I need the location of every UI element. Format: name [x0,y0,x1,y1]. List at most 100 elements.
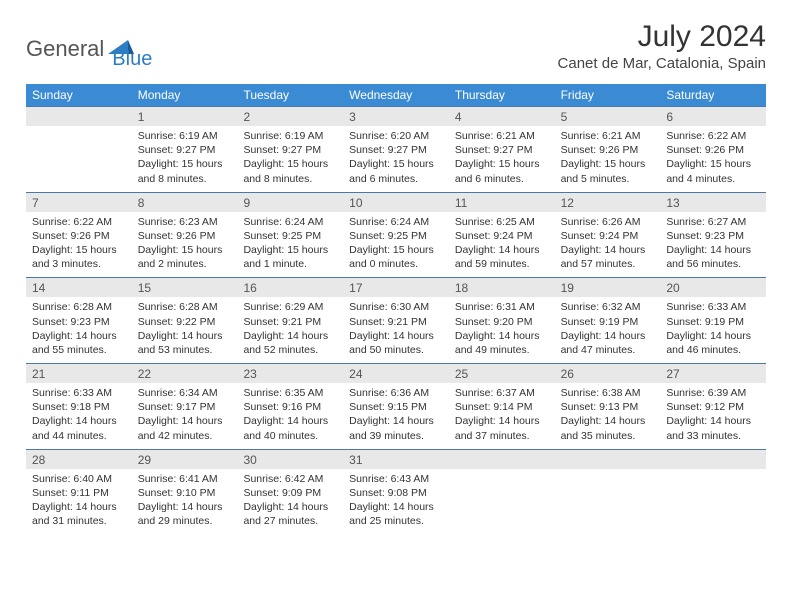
day-detail-line: Sunrise: 6:31 AM [455,300,549,314]
day-number: 10 [343,193,449,212]
day-detail-line: and 59 minutes. [455,257,549,271]
header: General Blue July 2024 Canet de Mar, Cat… [26,20,766,72]
day-detail-line: Daylight: 15 hours [138,157,232,171]
day-detail-line: Daylight: 14 hours [455,414,549,428]
day-detail-line: and 46 minutes. [666,343,760,357]
day-details [449,469,555,535]
weekday-header: Sunday [26,84,132,106]
day-detail-line: and 40 minutes. [243,429,337,443]
day-details [660,469,766,535]
day-detail-line: Daylight: 14 hours [666,329,760,343]
day-detail-line: Sunset: 9:26 PM [666,143,760,157]
day-detail-line: Sunset: 9:27 PM [243,143,337,157]
day-detail-line: Sunset: 9:27 PM [349,143,443,157]
day-number: 23 [237,364,343,383]
day-details: Sunrise: 6:22 AMSunset: 9:26 PMDaylight:… [660,126,766,192]
day-detail-line: and 8 minutes. [138,172,232,186]
day-detail-line: and 29 minutes. [138,514,232,528]
day-detail-line: Daylight: 14 hours [138,414,232,428]
day-number: 7 [26,193,132,212]
day-detail-line: Sunrise: 6:19 AM [243,129,337,143]
day-detail-line: Daylight: 15 hours [138,243,232,257]
day-detail-line: Daylight: 15 hours [349,243,443,257]
day-detail-line: Sunset: 9:08 PM [349,486,443,500]
day-detail-line: Daylight: 14 hours [455,329,549,343]
day-detail-line: and 1 minute. [243,257,337,271]
day-detail-line: Sunrise: 6:41 AM [138,472,232,486]
day-detail-line: Sunset: 9:22 PM [138,315,232,329]
day-detail-line: Sunset: 9:19 PM [561,315,655,329]
day-detail-line: Sunset: 9:18 PM [32,400,126,414]
day-detail-line: Sunset: 9:17 PM [138,400,232,414]
day-detail-line: Sunrise: 6:29 AM [243,300,337,314]
day-detail-line: Sunset: 9:19 PM [666,315,760,329]
day-detail-line: Daylight: 14 hours [349,500,443,514]
day-detail-line: Daylight: 14 hours [243,500,337,514]
day-number: 30 [237,450,343,469]
day-detail-line: and 25 minutes. [349,514,443,528]
day-number-row: 21222324252627 [26,363,766,383]
day-detail-line: Sunrise: 6:28 AM [32,300,126,314]
day-number: 15 [132,278,238,297]
day-number: 28 [26,450,132,469]
day-details: Sunrise: 6:34 AMSunset: 9:17 PMDaylight:… [132,383,238,449]
day-detail-line: Daylight: 14 hours [243,329,337,343]
day-number [660,450,766,469]
day-detail-line: Sunset: 9:24 PM [455,229,549,243]
day-detail-line: and 44 minutes. [32,429,126,443]
day-detail-line: Sunset: 9:14 PM [455,400,549,414]
day-detail-line: Sunset: 9:11 PM [32,486,126,500]
day-details-row: Sunrise: 6:22 AMSunset: 9:26 PMDaylight:… [26,212,766,278]
day-details: Sunrise: 6:42 AMSunset: 9:09 PMDaylight:… [237,469,343,535]
day-detail-line: Sunrise: 6:19 AM [138,129,232,143]
day-details: Sunrise: 6:31 AMSunset: 9:20 PMDaylight:… [449,297,555,363]
day-detail-line: and 31 minutes. [32,514,126,528]
day-detail-line: Sunrise: 6:35 AM [243,386,337,400]
day-number: 3 [343,107,449,126]
weekday-header: Wednesday [343,84,449,106]
day-detail-line: Sunrise: 6:39 AM [666,386,760,400]
day-number [555,450,661,469]
day-detail-line: Daylight: 14 hours [666,414,760,428]
day-detail-line: and 47 minutes. [561,343,655,357]
day-detail-line: and 57 minutes. [561,257,655,271]
day-detail-line: and 8 minutes. [243,172,337,186]
day-details: Sunrise: 6:21 AMSunset: 9:26 PMDaylight:… [555,126,661,192]
day-detail-line: and 6 minutes. [349,172,443,186]
day-details [26,126,132,192]
day-number-row: 14151617181920 [26,277,766,297]
day-detail-line: Sunset: 9:16 PM [243,400,337,414]
day-detail-line: Sunset: 9:26 PM [561,143,655,157]
day-detail-line: Daylight: 14 hours [561,414,655,428]
day-detail-line: and 33 minutes. [666,429,760,443]
day-details: Sunrise: 6:40 AMSunset: 9:11 PMDaylight:… [26,469,132,535]
day-detail-line: Sunrise: 6:32 AM [561,300,655,314]
day-detail-line: Sunrise: 6:27 AM [666,215,760,229]
day-number-row: 123456 [26,106,766,126]
day-detail-line: Daylight: 14 hours [561,243,655,257]
day-detail-line: Daylight: 15 hours [349,157,443,171]
day-detail-line: Sunset: 9:24 PM [561,229,655,243]
day-number: 17 [343,278,449,297]
day-number: 20 [660,278,766,297]
logo-text-blue: Blue [112,48,152,71]
day-detail-line: and 56 minutes. [666,257,760,271]
day-detail-line: Daylight: 15 hours [32,243,126,257]
day-details: Sunrise: 6:43 AMSunset: 9:08 PMDaylight:… [343,469,449,535]
weeks-container: 123456Sunrise: 6:19 AMSunset: 9:27 PMDay… [26,106,766,534]
day-detail-line: Sunset: 9:25 PM [243,229,337,243]
day-number: 12 [555,193,661,212]
day-detail-line: Daylight: 14 hours [32,329,126,343]
day-detail-line: Sunset: 9:23 PM [666,229,760,243]
day-details: Sunrise: 6:23 AMSunset: 9:26 PMDaylight:… [132,212,238,278]
day-detail-line: Daylight: 15 hours [666,157,760,171]
day-number: 5 [555,107,661,126]
day-detail-line: Daylight: 14 hours [138,329,232,343]
day-detail-line: Sunset: 9:25 PM [349,229,443,243]
day-detail-line: Sunrise: 6:24 AM [349,215,443,229]
day-detail-line: Sunrise: 6:42 AM [243,472,337,486]
day-detail-line: Sunrise: 6:22 AM [32,215,126,229]
day-detail-line: Sunset: 9:27 PM [455,143,549,157]
day-detail-line: and 27 minutes. [243,514,337,528]
day-detail-line: Sunrise: 6:25 AM [455,215,549,229]
